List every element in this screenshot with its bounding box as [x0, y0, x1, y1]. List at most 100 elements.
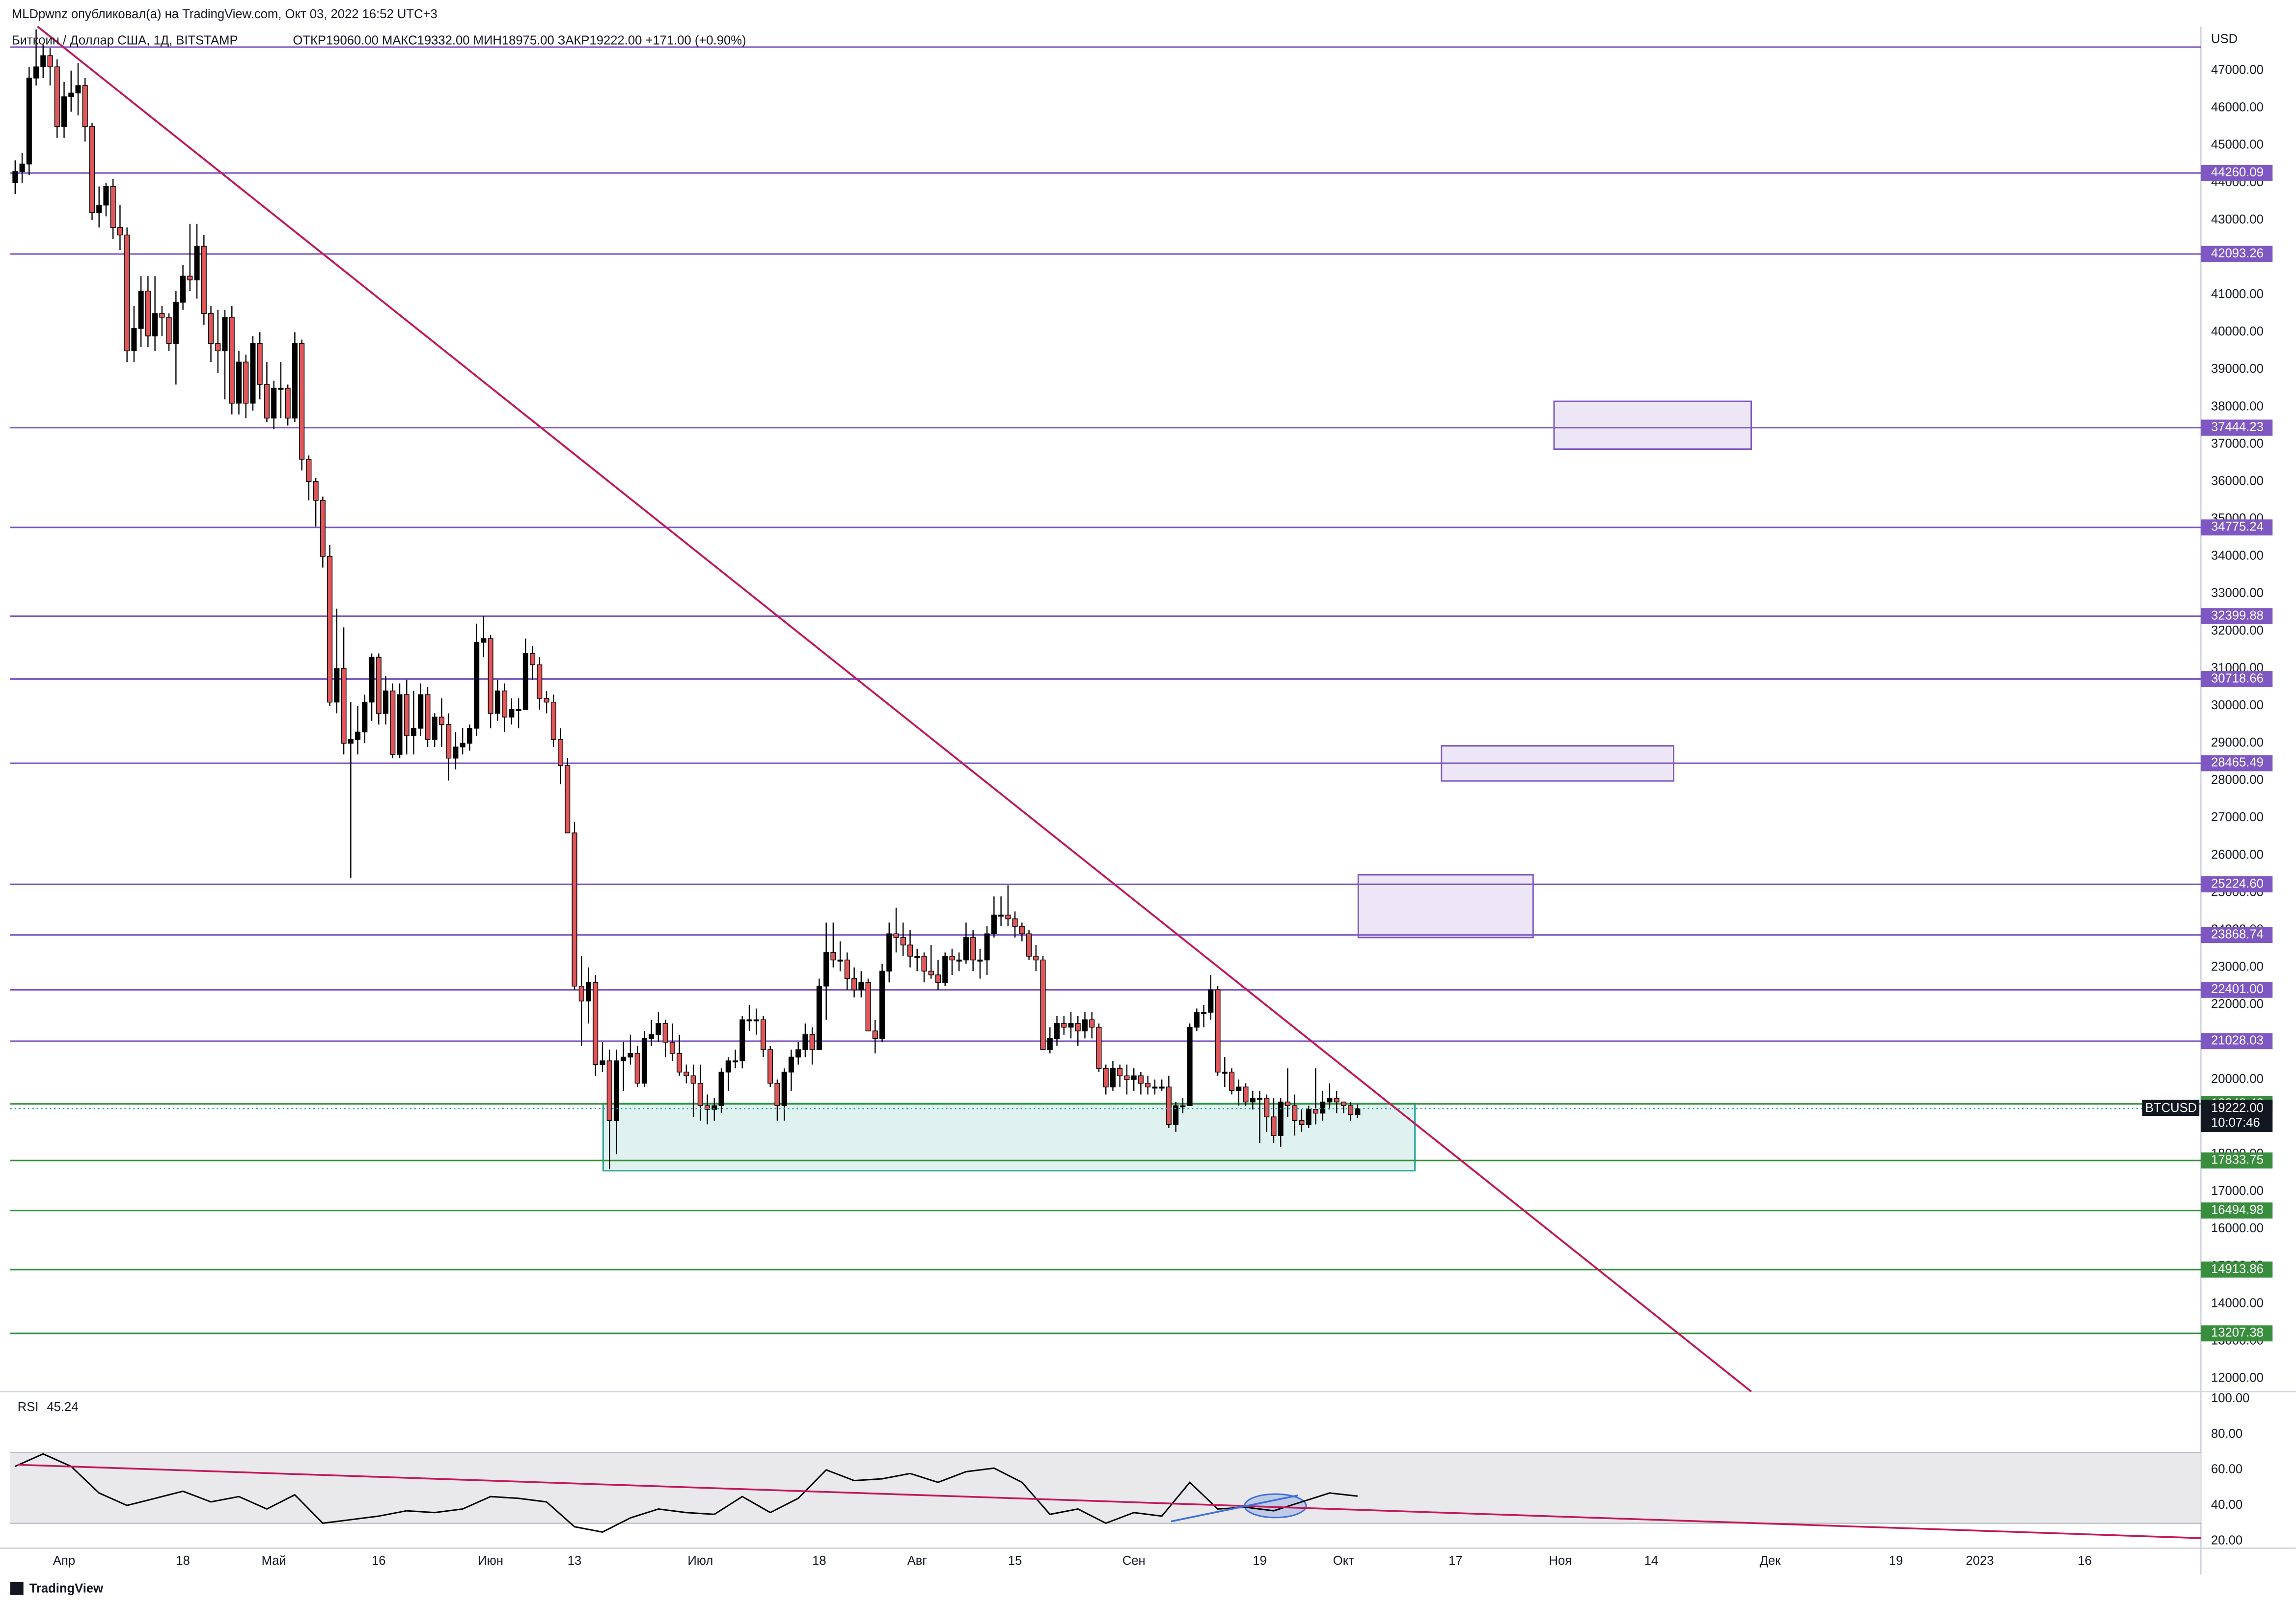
x-tick-label: Дек [1760, 1554, 1781, 1568]
candle-body [530, 653, 536, 665]
rsi-tick-label: 100.00 [2211, 1391, 2249, 1405]
candle-body [215, 343, 221, 352]
candle-body [285, 388, 291, 419]
candle-body [201, 246, 207, 314]
candle-body [334, 668, 340, 703]
x-tick-label: Июл [687, 1554, 713, 1568]
candle-body [320, 499, 326, 557]
candle-body [1152, 1086, 1158, 1089]
candle-body [711, 1105, 717, 1110]
symbol-label: BTCUSD [2145, 1101, 2197, 1115]
candle-body [124, 234, 130, 352]
candle-body [271, 388, 277, 419]
attribution: MLDpwnz опубликовал(а) на TradingView.co… [12, 7, 437, 21]
candle-body [697, 1082, 703, 1107]
candle-body [243, 361, 249, 404]
candle-body [984, 933, 990, 961]
candle-body [89, 126, 95, 213]
candle-body [229, 317, 235, 404]
x-tick-label: 18 [812, 1554, 826, 1568]
x-tick-label: 2023 [1966, 1554, 1994, 1568]
y-tick-label: 36000.00 [2211, 474, 2264, 488]
candle-body [355, 731, 361, 740]
level-label: 34775.24 [2211, 520, 2264, 534]
y-tick-label: 22000.00 [2211, 997, 2264, 1011]
candle-body [585, 982, 592, 1001]
brand-logo [10, 1582, 24, 1595]
candle-body [998, 914, 1004, 917]
candle-body [466, 728, 472, 744]
candle-body [152, 313, 158, 336]
candle-body [550, 701, 556, 740]
candle-body [1033, 956, 1039, 961]
candle-body [544, 698, 549, 703]
x-tick-label: 19 [1889, 1554, 1903, 1568]
candle-body [656, 1023, 661, 1035]
candle-body [145, 290, 151, 336]
candle-body [502, 691, 508, 718]
level-label: 28465.49 [2211, 756, 2264, 770]
y-tick-label: 14000.00 [2211, 1296, 2264, 1310]
level-tag [2201, 608, 2273, 624]
level-tag [2201, 1202, 2273, 1219]
candle-body [418, 694, 424, 729]
candle-body [1201, 1012, 1207, 1014]
level-tag [2201, 876, 2273, 892]
level-tag [2201, 755, 2273, 772]
y-tick-label: 41000.00 [2211, 287, 2264, 301]
y-tick-label: 39000.00 [2211, 362, 2264, 376]
x-tick-label: Май [262, 1554, 286, 1568]
level-label: 13207.38 [2211, 1326, 2264, 1340]
candle-body [410, 728, 417, 736]
candle-body [739, 1019, 745, 1061]
candle-body [1257, 1098, 1263, 1100]
level-tag [2201, 671, 2273, 687]
candle-body [1292, 1105, 1298, 1121]
brand[interactable]: TradingView [29, 1582, 104, 1596]
y-tick-label: 33000.00 [2211, 586, 2264, 600]
candle-body [1327, 1098, 1333, 1103]
candle-body [453, 747, 459, 759]
candle-body [264, 384, 270, 419]
symbol-tag [2142, 1100, 2200, 1116]
ohlc-legend: ОТКР19060.00 МАКС19332.00 МИН18975.00 ЗА… [293, 34, 746, 48]
candle-body [788, 1056, 794, 1073]
candle-body [397, 694, 403, 755]
x-tick-label: 14 [1644, 1554, 1659, 1568]
candle-body [809, 1034, 815, 1050]
candle-body [117, 227, 123, 236]
level-tag [2201, 165, 2273, 181]
trendline [37, 26, 1752, 1392]
candle-body [1271, 1116, 1277, 1136]
candle-body [837, 959, 843, 962]
candle-body [795, 1049, 801, 1058]
candle-body [662, 1023, 668, 1043]
candle-body [600, 1060, 605, 1065]
candle-body [914, 956, 920, 958]
level-label: 17833.75 [2211, 1153, 2264, 1167]
candle-body [760, 1019, 766, 1050]
level-tag [2201, 927, 2273, 943]
y-tick-label: 43000.00 [2211, 213, 2264, 226]
candle-body [1173, 1105, 1179, 1125]
candle-body [774, 1082, 780, 1107]
y-tick-label: 20000.00 [2211, 1072, 2264, 1086]
candle-body [935, 974, 941, 983]
rsi-tick-label: 40.00 [2211, 1498, 2242, 1512]
candle-body [907, 944, 913, 957]
x-tick-label: 16 [372, 1554, 386, 1568]
zone [1553, 400, 1752, 450]
candle-body [746, 1019, 752, 1022]
candle-body [131, 328, 137, 352]
candle-body [900, 937, 906, 945]
candle-body [753, 1019, 759, 1022]
candle-body [621, 1056, 627, 1061]
level-tag [2201, 981, 2273, 998]
candle-body [460, 743, 465, 748]
candle-body [1222, 1072, 1228, 1074]
y-tick-label: 28000.00 [2211, 773, 2264, 787]
rsi-tick-label: 60.00 [2211, 1463, 2242, 1476]
candle-body [68, 92, 74, 97]
candle-body [1138, 1075, 1144, 1084]
